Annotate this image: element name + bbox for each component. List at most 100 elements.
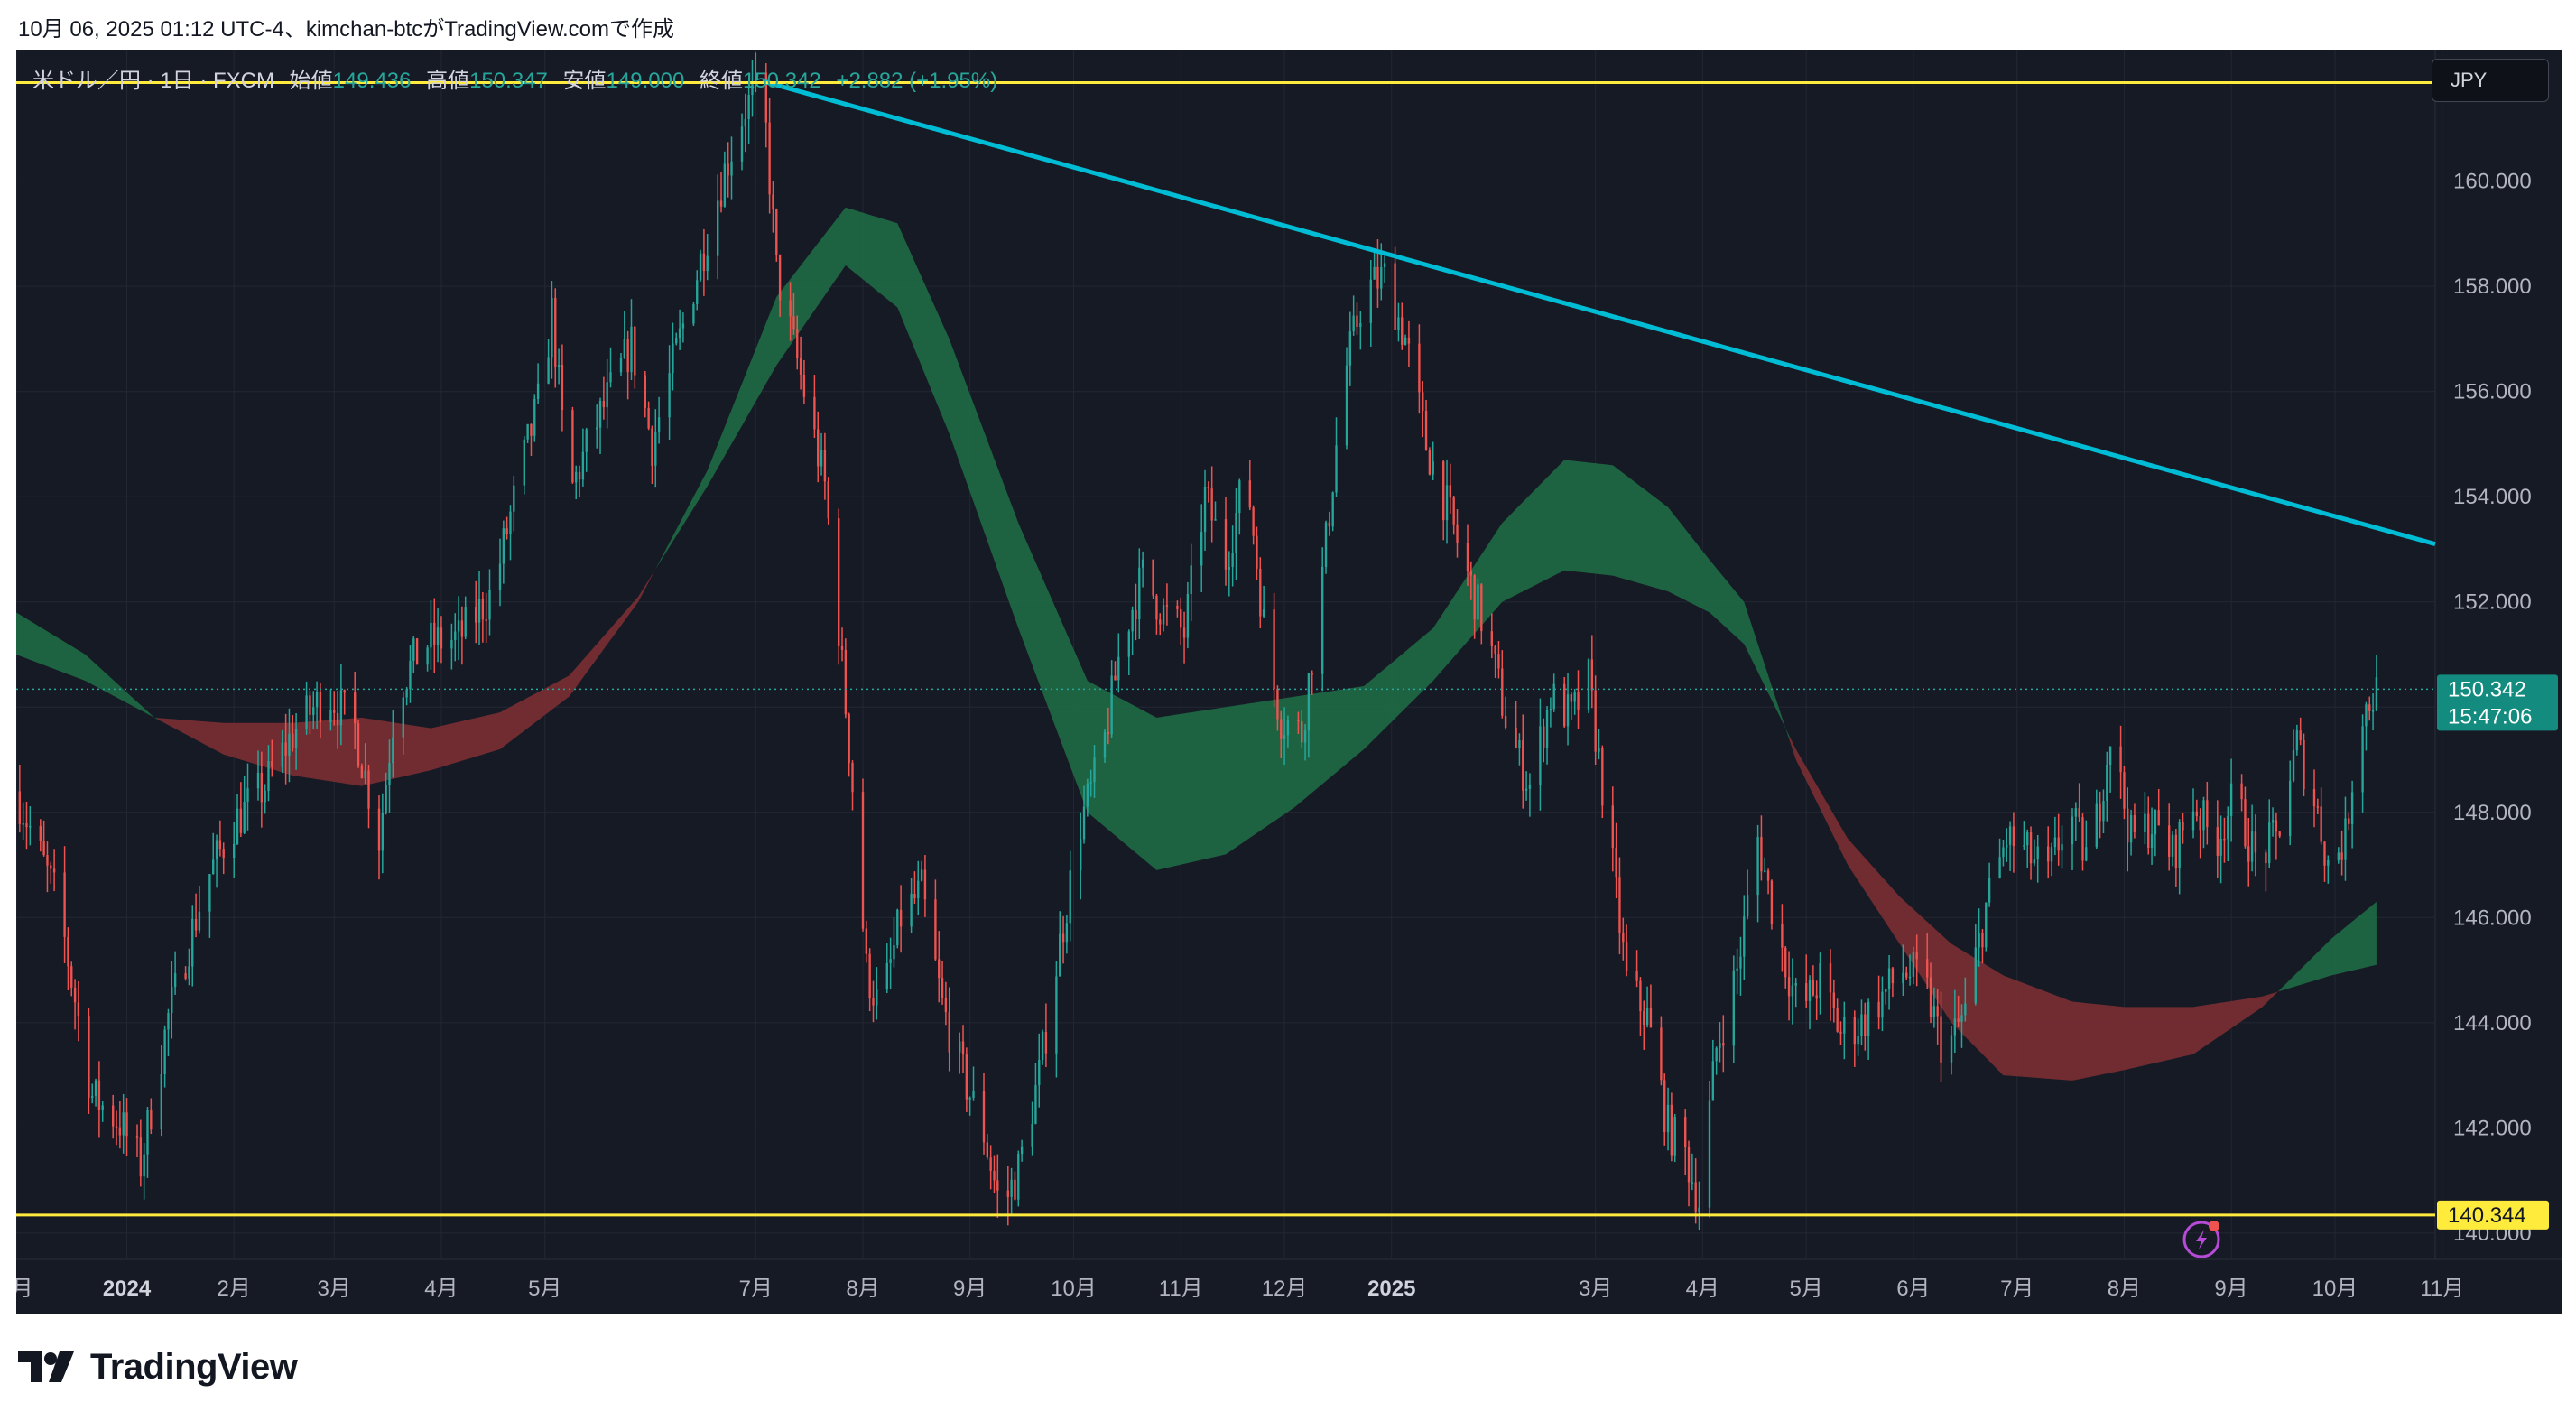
candle-body [1515, 727, 1517, 748]
candle-body [1321, 566, 1324, 674]
candle-body [2244, 799, 2247, 847]
chart-panel[interactable]: 140.000142.000144.000146.000148.000150.0… [16, 50, 2562, 1314]
candle-body [1501, 668, 1504, 716]
candle-body [2026, 832, 2029, 846]
candle-body [1061, 933, 1065, 943]
candle-body [1764, 870, 1766, 872]
candle-body [2157, 810, 2160, 826]
high-value: 150.347 [469, 69, 548, 93]
candle-body [723, 163, 727, 207]
candle-body [1248, 480, 1251, 508]
candle-body [498, 563, 502, 590]
drawings[interactable] [16, 79, 2436, 1217]
candle-body [2108, 746, 2112, 765]
last-price-label: 150.342 [2448, 677, 2526, 701]
candle-body [557, 365, 561, 367]
candle-body [1836, 1008, 1839, 1032]
candle-body [1625, 942, 1628, 971]
candle-body [233, 843, 236, 859]
candle-body [436, 627, 440, 645]
candle-body [1131, 609, 1134, 632]
candle-body [1432, 461, 1434, 475]
candle-body [813, 396, 816, 430]
candle-body [1141, 559, 1144, 568]
candle-body [1418, 343, 1421, 393]
candle-body [1494, 645, 1496, 655]
candle-body [1570, 694, 1573, 702]
candle-body [2348, 818, 2350, 824]
bull-cloud [2279, 901, 2377, 991]
symbol-name[interactable]: 米ドル／円 · 1日 · FXCM [32, 69, 274, 93]
candle-body [1670, 1104, 1673, 1156]
candle-body [312, 707, 315, 715]
candle-body [1915, 952, 1918, 960]
candle-body [2275, 820, 2278, 832]
candle-body [1214, 519, 1217, 521]
candle-body [1926, 959, 1929, 978]
candle-body [868, 953, 871, 999]
candle-body [772, 194, 774, 210]
candle-body [2227, 815, 2229, 840]
candle-body [94, 1080, 97, 1096]
candle-body [1224, 519, 1228, 570]
candle-body [1369, 279, 1372, 323]
candle-body [77, 1002, 80, 1017]
candle-body [222, 849, 225, 859]
candle-body [675, 338, 678, 344]
candle-body [1794, 983, 1797, 986]
time-axis[interactable]: 2月 2024 2月 3月 4月 5月 7月 8月 9月 10月 11月 12月 2025 3月 4月 5月 6… [16, 1277, 2464, 1301]
candle-body [1089, 782, 1092, 784]
candle-body [256, 772, 260, 789]
candle-body [840, 645, 844, 650]
candle-body [25, 823, 28, 828]
candle-body [1891, 968, 1895, 984]
candle-body [1781, 924, 1784, 948]
candle-body [236, 808, 239, 844]
candle-body [1805, 983, 1808, 1001]
price-chart[interactable]: 140.000142.000144.000146.000148.000150.0… [16, 50, 2562, 1314]
candle-body [2361, 726, 2364, 793]
candle-body [692, 303, 695, 324]
candle-body [1034, 1085, 1037, 1124]
time-tick-label: 7月 [2000, 1277, 2034, 1301]
candle-body [910, 894, 913, 927]
candle-body [1590, 659, 1594, 691]
tradingview-logo[interactable]: TradingView [18, 1347, 298, 1387]
candle-body [1643, 1011, 1645, 1026]
candle-body [2344, 818, 2347, 860]
candle-body [1673, 1117, 1676, 1156]
candle-body [823, 450, 827, 482]
high-label: 高値 [426, 69, 470, 93]
candle-body [1017, 1154, 1020, 1200]
candle-body [1469, 571, 1473, 576]
candle-body [309, 695, 311, 715]
candle-body [1936, 1006, 1939, 1017]
candle-body [1722, 1043, 1725, 1046]
bull-cloud [16, 612, 158, 720]
candle-body [360, 766, 364, 779]
candle-body [1857, 1036, 1859, 1045]
candle-body [533, 398, 536, 436]
currency-button[interactable]: JPY [2432, 59, 2549, 102]
candle-body [1843, 1017, 1846, 1034]
candle-body [333, 710, 336, 713]
candle-body [934, 899, 937, 960]
candle-body [42, 841, 45, 856]
trend-line[interactable] [762, 79, 2436, 547]
grid [16, 50, 2562, 1260]
candle-body [1715, 1047, 1718, 1062]
candle-body [1950, 1035, 1953, 1063]
candle-body [1335, 445, 1338, 493]
candle-body [2033, 859, 2036, 864]
candle-body [1117, 656, 1120, 681]
candle-body [1331, 492, 1334, 527]
candle-body [755, 72, 757, 84]
alert-icon[interactable] [2182, 1221, 2220, 1258]
candle-body [1082, 806, 1086, 840]
time-tick-label: 4月 [424, 1277, 458, 1301]
candle-body [1311, 673, 1313, 675]
candle-body [2195, 811, 2199, 817]
candle-body [730, 161, 733, 176]
candle-body [1235, 513, 1237, 553]
